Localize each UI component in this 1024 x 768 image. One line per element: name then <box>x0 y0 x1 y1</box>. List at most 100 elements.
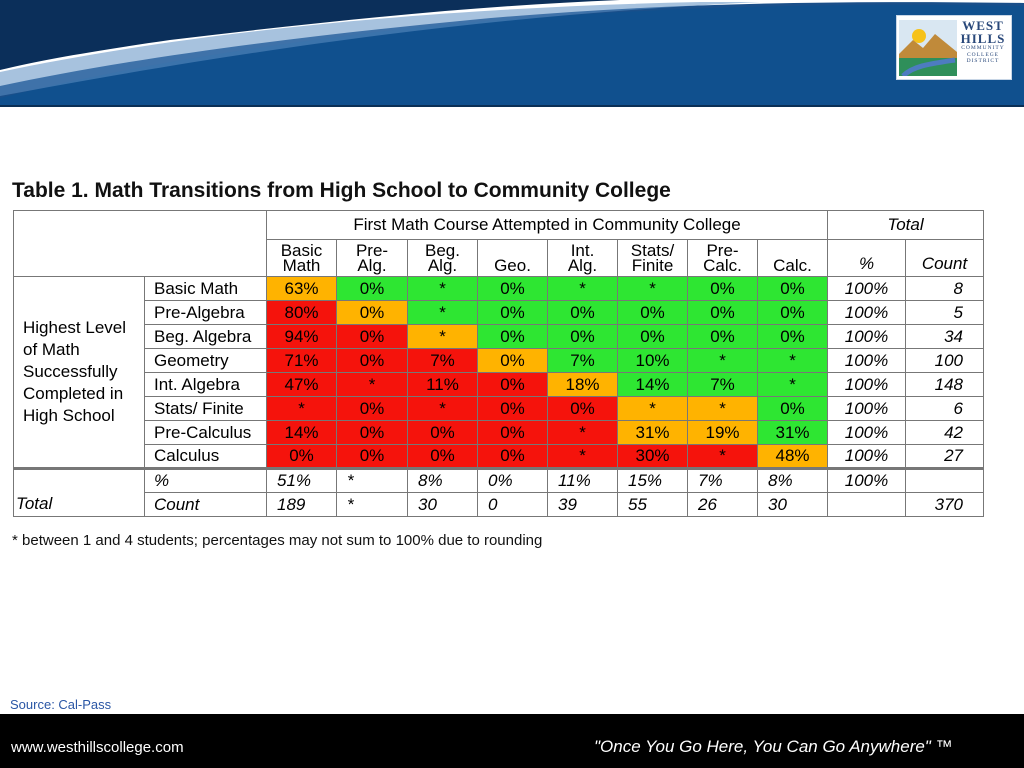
total-count-header: Count <box>905 239 984 277</box>
total-row: Total% 51% * 8% 0% 11% 15% 7% 8% 100% <box>13 468 984 517</box>
website-link[interactable]: www.westhillscollege.com <box>11 739 184 756</box>
total-cell: 7% <box>687 468 758 493</box>
total-cell: 8% <box>757 468 828 493</box>
column-header-line-2: Alg. <box>357 256 387 275</box>
total-cell: 8% <box>407 468 478 493</box>
table-cell: 0% <box>617 300 688 325</box>
west-hills-logo[interactable]: WEST HILLS COMMUNITY COLLEGE DISTRICT <box>896 15 1012 80</box>
table-cell: * <box>757 372 828 397</box>
source-note: Source: Cal-Pass <box>10 697 112 712</box>
column-header: Beg. Alg. <box>407 239 478 277</box>
table-cell: 19% <box>687 420 758 445</box>
total-cell: 30 <box>757 492 828 517</box>
table-row: Geometry 71% 0% 7% 0% 7% 10% * * 100% 100 <box>14 348 984 373</box>
grand-total-count <box>905 468 984 493</box>
table-row: Beg. Algebra 94% 0% * 0% 0% 0% 0% 0% 100% 34 <box>14 324 984 349</box>
total-cell: 26 <box>687 492 758 517</box>
column-header-line-2: Alg. <box>567 256 598 275</box>
row-total-percent: 100% <box>827 300 906 325</box>
table-cell: 0% <box>477 420 548 445</box>
footer-bar: www.westhillscollege.com "Once You Go He… <box>0 714 1024 768</box>
table-cell: * <box>547 444 618 469</box>
table-row: Pre-Calculus 14% 0% 0% 0% * 31% 19% 31% 100% 42 <box>14 420 984 445</box>
table-cell: 0% <box>477 324 548 349</box>
row-label: Pre-Calculus <box>144 420 267 445</box>
grand-total-percent <box>827 492 906 517</box>
table-cell: * <box>547 420 618 445</box>
row-label: Stats/ Finite <box>144 396 267 421</box>
table-cell: 0% <box>477 396 548 421</box>
table-cell: 31% <box>757 420 828 445</box>
row-total-percent: 100% <box>827 276 906 301</box>
table-cell: * <box>407 396 478 421</box>
total-label: Total <box>13 468 145 517</box>
table-cell: 30% <box>617 444 688 469</box>
table-cell: * <box>687 444 758 469</box>
row-total-percent: 100% <box>827 372 906 397</box>
column-header-line-2: Math <box>282 256 321 275</box>
row-total-percent: 100% <box>827 324 906 349</box>
total-cell: 30 <box>407 492 478 517</box>
table-cell: 0% <box>687 300 758 325</box>
table-cell: * <box>617 276 688 301</box>
column-header-line-2: Calc. <box>773 256 812 275</box>
table-cell: 0% <box>757 300 828 325</box>
column-header: Pre- Calc. <box>687 239 758 277</box>
table-cell: 7% <box>547 348 618 373</box>
header-banner: WEST HILLS COMMUNITY COLLEGE DISTRICT <box>0 0 1024 107</box>
table-cell: 31% <box>617 420 688 445</box>
table-cell: 14% <box>266 420 337 445</box>
total-cell: 189 <box>266 492 337 517</box>
table-cell: 0% <box>757 276 828 301</box>
table-cell: 0% <box>547 300 618 325</box>
table-cell: * <box>407 276 478 301</box>
row-total-percent: 100% <box>827 396 906 421</box>
blank-corner-cell <box>13 210 267 277</box>
column-header: Int. Alg. <box>547 239 618 277</box>
table-title: Table 1. Math Transitions from High Scho… <box>12 179 671 202</box>
row-total-count: 100 <box>905 348 984 373</box>
total-cell: * <box>336 492 408 517</box>
total-row: Count 189 * 30 0 39 55 26 30 370 <box>14 492 984 517</box>
total-cell: 11% <box>547 468 618 493</box>
logo-line-4: COLLEGE <box>966 51 1000 58</box>
total-cell: 0% <box>477 468 548 493</box>
table-cell: * <box>757 348 828 373</box>
table-cell: * <box>266 396 337 421</box>
row-total-percent: 100% <box>827 348 906 373</box>
table-cell: 10% <box>617 348 688 373</box>
table-cell: 80% <box>266 300 337 325</box>
table-cell: * <box>617 396 688 421</box>
total-row-label: Count <box>144 492 267 517</box>
row-label: Int. Algebra <box>144 372 267 397</box>
table-cell: 0% <box>617 324 688 349</box>
column-header-line-2: Calc. <box>703 256 742 275</box>
table-cell: 63% <box>266 276 337 301</box>
column-header-line-2: Finite <box>631 256 674 275</box>
column-header-line-2: Alg. <box>427 256 458 275</box>
table-cell: 0% <box>687 324 758 349</box>
math-transitions-table: First Math Course Attempted in Community… <box>13 210 984 517</box>
table-row: Highest Level of Math Successfully Compl… <box>13 276 984 469</box>
table-row: Calculus 0% 0% 0% 0% * 30% * 48% 100% 27 <box>14 444 984 469</box>
table-row: Stats/ Finite * 0% * 0% 0% * * 0% 100% 6 <box>14 396 984 421</box>
column-header: Pre- Alg. <box>336 239 408 277</box>
table-cell: * <box>687 348 758 373</box>
table-cell: 11% <box>407 372 478 397</box>
table-cell: 0% <box>757 324 828 349</box>
logo-line-5: DISTRICT <box>966 58 1000 64</box>
table-cell: 0% <box>477 276 548 301</box>
table-cell: 0% <box>407 420 478 445</box>
table-cell: 7% <box>407 348 478 373</box>
table-body: Highest Level of Math Successfully Compl… <box>13 276 984 469</box>
table-cell: 0% <box>336 396 408 421</box>
table-totals: Total% 51% * 8% 0% 11% 15% 7% 8% 100% Count 189 * 30 0… <box>13 468 984 517</box>
column-header-line-1: Int. <box>570 241 595 260</box>
column-header: Basic Math <box>266 239 337 277</box>
table-cell: 0% <box>336 324 408 349</box>
row-total-count: 8 <box>905 276 984 301</box>
logo-line-1: WEST <box>962 18 1004 33</box>
column-header-line-1: Basic <box>280 241 323 260</box>
row-label: Beg. Algebra <box>144 324 267 349</box>
grand-total-count: 370 <box>905 492 984 517</box>
